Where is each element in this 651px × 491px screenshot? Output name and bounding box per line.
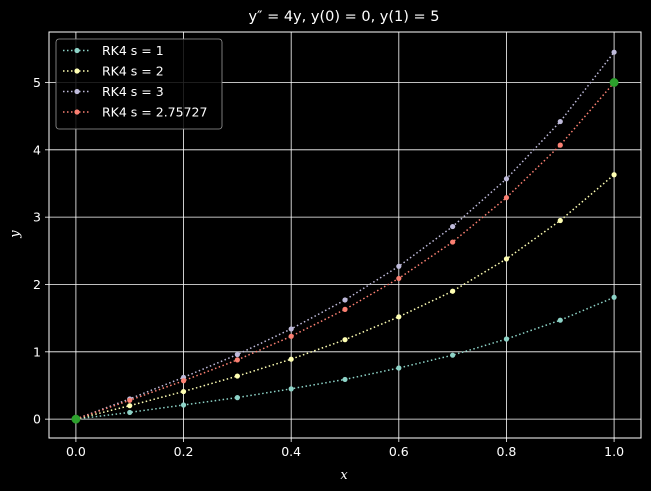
series-2-point <box>611 172 617 178</box>
series-2-point <box>503 256 510 262</box>
y-tick-label: 3 <box>33 210 41 225</box>
legend-box <box>55 38 223 130</box>
grid <box>49 32 641 438</box>
legend-label: RK4 s = 3 <box>102 84 164 99</box>
x-tick-label: 0.6 <box>389 444 409 459</box>
chart-title: y″ = 4y, y(0) = 0, y(1) = 5 <box>248 9 439 25</box>
series-3-point <box>503 176 510 182</box>
y-tick-label: 0 <box>33 412 41 427</box>
x-axis-label: x <box>340 468 348 483</box>
x-tick-label: 0.8 <box>497 444 517 459</box>
y-tick-label: 1 <box>33 344 41 359</box>
legend-swatch-marker <box>74 88 80 95</box>
plot-frame <box>48 31 642 439</box>
boundary-point <box>609 78 619 87</box>
series-line-3 <box>75 51 615 420</box>
series-1-point <box>503 336 510 342</box>
x-tick-label: 0.2 <box>174 444 194 459</box>
series-4-point <box>342 306 348 312</box>
legend-label: RK4 s = 2.75727 <box>102 105 207 120</box>
series-3-point <box>450 223 456 230</box>
series-3-point <box>611 49 617 55</box>
series-3-point <box>288 326 294 332</box>
series-1-point <box>234 395 240 401</box>
axis-ticks: 0.0 0.2 0.4 0.6 0.8 1.0 0 1 2 3 4 5 <box>33 75 624 459</box>
series-2-point <box>450 288 456 294</box>
series-2-point <box>557 217 563 224</box>
series-2-point <box>342 337 348 343</box>
legend-swatch-marker <box>74 47 80 54</box>
legend-label: RK4 s = 1 <box>102 43 164 58</box>
x-tick-label: 0.0 <box>66 444 86 459</box>
series-2-point <box>127 403 133 409</box>
series-1-point <box>288 386 294 392</box>
series-3-point <box>234 351 240 358</box>
legend-label: RK4 s = 2 <box>102 64 164 79</box>
series-3-point <box>396 263 402 269</box>
x-tick-label: 1.0 <box>604 444 624 459</box>
y-tick-label: 2 <box>33 277 41 292</box>
series-1-point <box>127 409 133 416</box>
series-2-point <box>180 388 187 395</box>
y-tick-label: 4 <box>33 142 41 157</box>
series-4-point <box>288 333 294 339</box>
legend-swatch-marker <box>74 109 80 115</box>
y-axis-label: y <box>8 230 23 239</box>
series-2-point <box>234 373 240 379</box>
series-1-point <box>611 294 617 300</box>
legend: RK4 s = 1 RK4 s = 2 RK4 s = 3 RK4 s = 2.757… <box>55 38 223 130</box>
series-2-point <box>396 314 402 320</box>
series-4-point <box>234 357 240 363</box>
series-line-4 <box>75 82 615 420</box>
series-4-point <box>503 195 510 201</box>
boundary-markers <box>71 78 619 424</box>
series-4-point <box>180 378 187 384</box>
series-1-point <box>396 365 402 371</box>
series-4-point <box>450 239 456 245</box>
series-1-point <box>342 376 348 383</box>
series-4-point <box>127 397 133 403</box>
legend-swatch-marker <box>74 68 80 74</box>
series-4-point <box>396 275 402 282</box>
x-tick-label: 0.4 <box>281 444 301 459</box>
series-1-point <box>557 317 563 323</box>
y-tick-label: 5 <box>33 75 41 90</box>
series-3-point <box>342 297 348 303</box>
series-1-point <box>180 402 187 408</box>
series-1-point <box>450 352 456 358</box>
series-4-point <box>557 142 563 148</box>
series-layer <box>73 49 617 422</box>
series-2-point <box>288 356 294 362</box>
boundary-point <box>71 414 81 424</box>
series-3-point <box>557 118 563 125</box>
